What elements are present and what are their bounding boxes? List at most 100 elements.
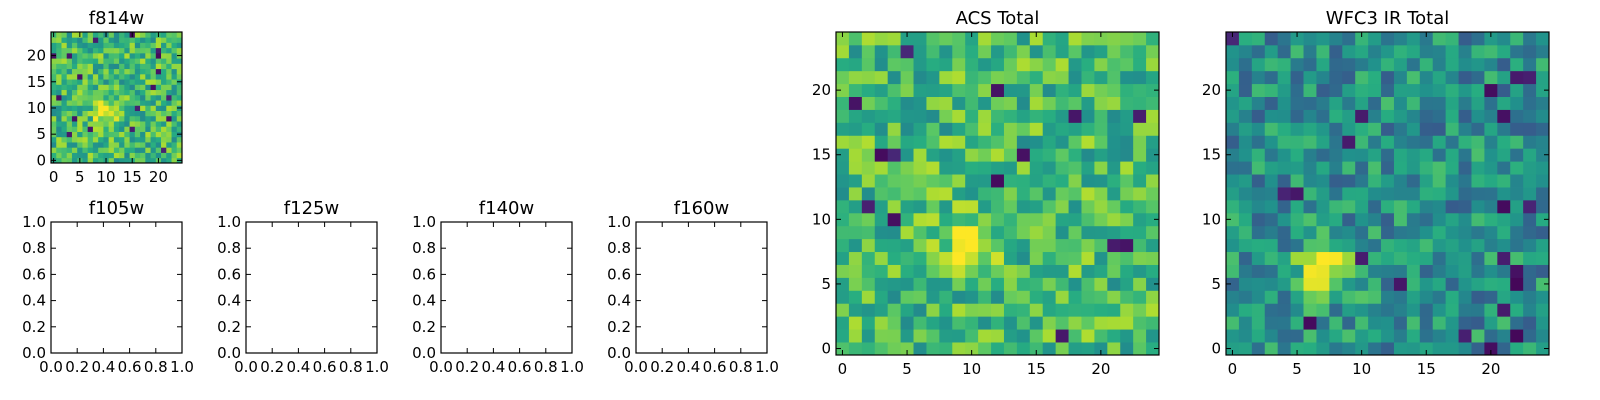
chart-f814w-pixel <box>103 142 110 148</box>
chart-wfc3-ir-total-pixel <box>1264 109 1279 123</box>
chart-acs-total-pixel <box>1003 290 1018 304</box>
chart-wfc3-ir-total-pixel <box>1303 148 1317 162</box>
chart-f814w-pixel <box>77 84 83 91</box>
chart-f814w-pixel <box>98 105 104 111</box>
chart-acs-total-pixel <box>1055 122 1069 136</box>
chart-f814w-pixel <box>145 68 151 75</box>
chart-f814w-pixel <box>77 100 83 106</box>
chart-wfc3-ir-total-pixel <box>1277 329 1291 343</box>
chart-f814w-pixel <box>98 42 104 49</box>
chart-wfc3-ir-total-pixel <box>1226 57 1240 72</box>
chart-f814w-pixel <box>82 105 89 111</box>
chart-f814w-pixel <box>124 73 130 80</box>
chart-acs-total-pixel <box>991 303 1005 317</box>
chart-acs-total-pixel <box>874 148 889 162</box>
chart-f814w-pixel <box>145 126 151 132</box>
chart-wfc3-ir-total-pixel <box>1329 44 1343 59</box>
chart-wfc3-ir-total-pixel <box>1303 264 1317 278</box>
chart-wfc3-ir-total-pixel <box>1510 122 1524 136</box>
chart-f814w-pixel <box>171 136 178 143</box>
chart-acs-total-pixel <box>1042 225 1057 240</box>
chart-f814w-pixel <box>134 58 141 64</box>
chart-wfc3-ir-total-pixel <box>1536 174 1550 188</box>
chart-wfc3-ir-total-pixel <box>1290 148 1304 162</box>
chart-wfc3-ir-total-pixel <box>1393 277 1408 291</box>
chart-wfc3-ir-total-pixel <box>1445 174 1459 188</box>
chart-acs-total-pixel <box>861 199 876 214</box>
chart-acs-total-pixel <box>1055 32 1069 46</box>
chart-f160w-ytick-label: 0.8 <box>607 239 631 257</box>
chart-f814w-xtick-label: 10 <box>96 168 115 186</box>
chart-wfc3-ir-total-pixel <box>1290 109 1304 123</box>
chart-wfc3-ir-total-pixel <box>1226 83 1240 97</box>
chart-wfc3-ir-total-pixel <box>1523 57 1537 72</box>
chart-acs-total-pixel <box>874 329 889 343</box>
chart-acs-total-pixel <box>1133 251 1147 265</box>
chart-acs-total-pixel <box>978 342 992 356</box>
chart-wfc3-ir-total-pixel <box>1226 329 1240 343</box>
chart-acs-total-pixel <box>1120 57 1134 72</box>
chart-acs-total-pixel <box>978 303 992 317</box>
chart-f105w-ytick-label: 1.0 <box>22 213 46 231</box>
chart-acs-total-pixel <box>1029 316 1044 330</box>
chart-acs-total-pixel <box>965 342 979 356</box>
chart-f814w-pixel <box>150 79 157 85</box>
chart-f814w-pixel <box>129 73 136 80</box>
chart-acs-total-pixel <box>900 83 914 97</box>
chart-acs-total-pixel <box>939 174 953 188</box>
chart-wfc3-ir-total-pixel <box>1510 109 1524 123</box>
chart-f814w-pixel <box>56 126 62 132</box>
chart-f814w-pixel <box>119 63 125 70</box>
chart-f814w-pixel <box>145 157 151 164</box>
chart-acs-total-pixel <box>926 70 940 85</box>
chart-wfc3-ir-total-pixel <box>1419 135 1434 149</box>
chart-f814w-pixel <box>71 52 78 59</box>
chart-acs-total-pixel <box>1146 122 1160 136</box>
chart-acs-total-pixel <box>874 316 889 330</box>
chart-wfc3-ir-total-pixel <box>1510 70 1524 85</box>
chart-f814w-pixel <box>176 32 183 38</box>
chart-f814w-pixel <box>113 52 120 59</box>
chart-f814w-pixel <box>108 105 115 111</box>
chart-f814w-pixel <box>171 94 178 101</box>
chart-wfc3-ir-total-pixel <box>1445 96 1459 110</box>
chart-f814w-pixel <box>176 126 183 132</box>
chart-acs-total-pixel <box>1068 109 1082 123</box>
chart-f160w-ytick-label: 1.0 <box>607 213 631 231</box>
chart-acs-total-pixel <box>1055 135 1069 149</box>
chart-wfc3-ir-total-pixel <box>1471 44 1485 59</box>
chart-wfc3-ir-total-pixel <box>1393 148 1408 162</box>
chart-f814w-pixel <box>98 110 104 117</box>
chart-acs-total-pixel <box>1016 96 1031 110</box>
chart-acs-total-pixel <box>991 57 1005 72</box>
chart-acs-total-pixel <box>1146 135 1160 149</box>
chart-acs-total-pixel <box>1120 290 1134 304</box>
chart-acs-total-pixel <box>1081 148 1095 162</box>
chart-f814w-pixel <box>98 63 104 70</box>
chart-wfc3-ir-total-pixel <box>1303 109 1317 123</box>
chart-acs-total-pixel <box>836 199 850 214</box>
chart-acs-total-pixel <box>952 290 966 304</box>
chart-wfc3-ir-total-pixel <box>1419 109 1434 123</box>
chart-acs-total-pixel <box>1133 316 1147 330</box>
chart-acs-total-pixel <box>1094 122 1108 136</box>
chart-acs-total-pixel <box>1003 174 1018 188</box>
chart-f814w-pixel <box>140 121 146 127</box>
chart-f814w-pixel <box>119 68 125 75</box>
chart-f814w-pixel <box>166 142 172 148</box>
chart-f814w-pixel <box>56 105 62 111</box>
chart-f814w-pixel <box>98 152 104 159</box>
chart-f814w-pixel <box>56 63 62 70</box>
chart-wfc3-ir-total-pixel <box>1523 174 1537 188</box>
chart-wfc3-ir-total-pixel <box>1393 212 1408 227</box>
chart-f814w-pixel <box>77 131 83 138</box>
chart-acs-total-pixel <box>836 342 850 356</box>
chart-acs-total-pixel <box>952 96 966 110</box>
chart-wfc3-ir-total-pixel <box>1458 44 1472 59</box>
chart-acs-total-pixel <box>1055 70 1069 85</box>
chart-acs-total-pixel <box>1029 83 1044 97</box>
chart-acs-total-pixel <box>1068 212 1082 227</box>
chart-wfc3-ir-total-pixel <box>1419 83 1434 97</box>
chart-acs-total-pixel <box>978 264 992 278</box>
chart-wfc3-ir-total-pixel <box>1264 303 1279 317</box>
